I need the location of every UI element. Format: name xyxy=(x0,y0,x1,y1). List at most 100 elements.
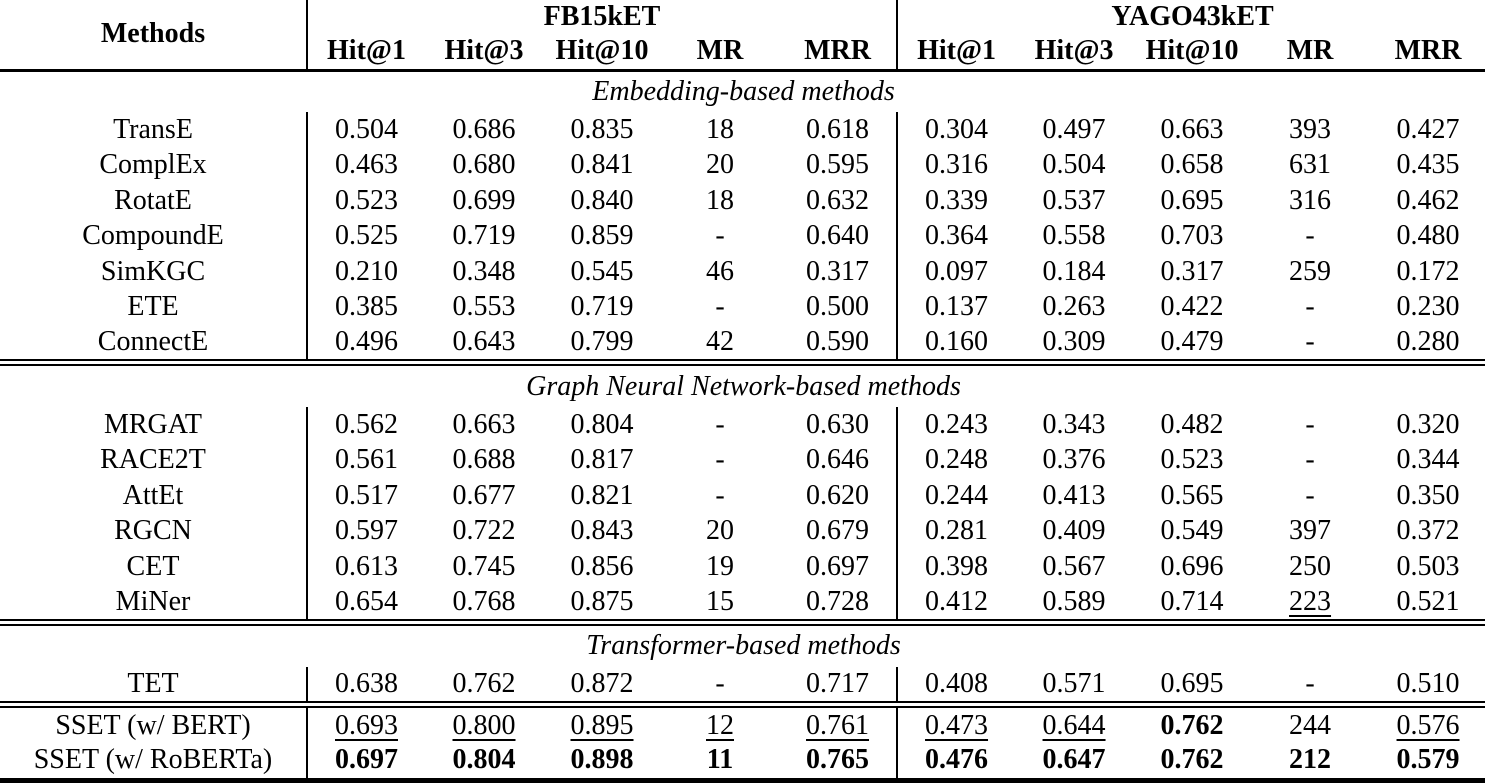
value-cell: 631 xyxy=(1289,149,1332,181)
section-title-row: Transformer-based methods xyxy=(0,618,1485,667)
value-cell: 0.658 xyxy=(1160,149,1224,181)
value-cell: 0.422 xyxy=(1160,291,1224,322)
column-header-fb-hit10: Hit@10 xyxy=(543,34,661,72)
value-cell: 0.462 xyxy=(1396,184,1460,216)
value-cell: - xyxy=(1305,479,1315,511)
method-cell: SSET (w/ BERT) xyxy=(0,701,307,743)
table-row: SimKGC 0.210 0.348 0.545 46 0.317 0.097 0.184 0.… xyxy=(0,253,1485,290)
value-cell: 0.545 xyxy=(570,255,634,287)
value-cell: 0.385 xyxy=(306,289,425,325)
value-cell: 223 xyxy=(1289,585,1332,617)
value-cell: 0.859 xyxy=(570,220,634,252)
value-cell: 0.728 xyxy=(806,585,870,617)
value-cell: 0.409 xyxy=(1042,515,1106,547)
value-cell: 0.476 xyxy=(896,742,1016,783)
method-cell: CET xyxy=(126,550,180,582)
value-cell: 0.800 xyxy=(425,701,543,743)
value-cell: 0.263 xyxy=(1042,291,1106,322)
value-cell: 0.304 xyxy=(896,112,1016,148)
value-cell: 15 xyxy=(706,585,734,617)
table-row: ConnectE 0.496 0.643 0.799 42 0.590 0.160 0.309… xyxy=(0,324,1485,363)
value-cell: 0.316 xyxy=(896,147,1016,184)
value-cell: 0.872 xyxy=(570,668,634,700)
value-cell: 0.856 xyxy=(570,550,634,582)
value-cell: 0.537 xyxy=(1042,184,1106,216)
value-cell: 0.898 xyxy=(543,742,661,783)
value-cell: 12 xyxy=(661,701,779,743)
value-cell: 0.413 xyxy=(1042,479,1106,511)
value-cell: 212 xyxy=(1251,742,1370,783)
table-row: ComplEx 0.463 0.680 0.841 20 0.595 0.316 0.504 0… xyxy=(0,147,1485,184)
value-cell: 0.768 xyxy=(452,585,516,617)
column-header-fb-hit1: Hit@1 xyxy=(306,34,425,72)
value-cell: 0.895 xyxy=(543,701,661,743)
value-cell: 0.309 xyxy=(1042,325,1106,357)
table-row: RotatE 0.523 0.699 0.840 18 0.632 0.339 0.537 0.… xyxy=(0,183,1485,219)
value-cell: 18 xyxy=(706,114,734,146)
value-cell: 0.230 xyxy=(1396,291,1460,322)
value-cell: 0.408 xyxy=(896,666,1016,705)
value-cell: 0.688 xyxy=(452,444,516,476)
value-cell: 0.510 xyxy=(1396,668,1460,700)
table-row: MiNer 0.654 0.768 0.875 15 0.728 0.412 0.589 0.7… xyxy=(0,584,1485,623)
method-cell: SSET (w/ RoBERTa) xyxy=(0,742,307,783)
value-cell: 0.835 xyxy=(570,114,634,146)
section-title: Graph Neural Network-based methods xyxy=(0,359,1485,408)
value-cell: - xyxy=(1305,408,1315,440)
table-row: CompoundE 0.525 0.719 0.859 - 0.640 0.364 0.558… xyxy=(0,218,1485,254)
group-header-fb15ket: FB15kET xyxy=(305,0,898,34)
value-cell: 42 xyxy=(706,325,734,357)
value-cell: 0.697 xyxy=(806,550,870,582)
table-row: CET 0.613 0.745 0.856 19 0.697 0.398 0.567 0.696… xyxy=(0,548,1485,585)
method-cell: TransE xyxy=(113,114,193,146)
value-cell: - xyxy=(715,444,725,476)
value-cell: 0.590 xyxy=(806,325,870,357)
value-cell: 0.500 xyxy=(806,291,870,322)
value-cell: 0.504 xyxy=(1042,149,1106,181)
value-cell: 0.745 xyxy=(452,550,516,582)
value-cell: - xyxy=(1305,325,1315,357)
value-cell: 0.632 xyxy=(806,184,870,216)
value-cell: 316 xyxy=(1289,184,1332,216)
value-cell: 0.697 xyxy=(306,742,425,783)
value-cell: 0.647 xyxy=(1015,742,1134,783)
value-cell: - xyxy=(715,479,725,511)
value-cell: 0.244 xyxy=(896,478,1016,514)
value-cell: 0.496 xyxy=(306,324,425,363)
table-row: TransE 0.504 0.686 0.835 18 0.618 0.304 0.497 0.… xyxy=(0,112,1485,148)
value-cell: 0.761 xyxy=(779,701,898,743)
column-header-fb-mrr: MRR xyxy=(779,34,898,72)
value-cell: 46 xyxy=(706,255,734,287)
column-header-fb-mr: MR xyxy=(661,34,779,72)
value-cell: 0.343 xyxy=(1042,408,1106,440)
value-cell: 244 xyxy=(1251,701,1370,743)
method-cell: MiNer xyxy=(115,585,191,617)
value-cell: 0.719 xyxy=(452,220,516,252)
method-cell: CompoundE xyxy=(82,220,224,252)
column-header-fb-hit3: Hit@3 xyxy=(425,34,543,72)
value-cell: 0.695 xyxy=(1160,184,1224,216)
value-cell: - xyxy=(1305,291,1315,322)
value-cell: 0.473 xyxy=(896,701,1016,743)
group-header-row: Methods FB15kET YAGO43kET xyxy=(0,0,1485,72)
method-cell: RACE2T xyxy=(100,444,206,476)
table-row: TET 0.638 0.762 0.872 - 0.717 0.408 0.571 0.695 -… xyxy=(0,666,1485,705)
table-header: Methods FB15kET YAGO43kET Hit@1 Hit@3 Hi… xyxy=(0,0,1485,72)
value-cell: 259 xyxy=(1289,255,1332,287)
value-cell: 0.804 xyxy=(570,408,634,440)
table-row: SSET (w/ RoBERTa) 0.697 0.804 0.898 11 0.765 0… xyxy=(0,742,1485,783)
value-cell: 0.643 xyxy=(452,325,516,357)
value-cell: - xyxy=(715,220,725,252)
value-cell: 0.699 xyxy=(452,184,516,216)
value-cell: 0.523 xyxy=(1160,444,1224,476)
value-cell: 0.281 xyxy=(896,513,1016,549)
value-cell: 0.841 xyxy=(570,149,634,181)
value-cell: 0.679 xyxy=(806,515,870,547)
value-cell: 0.479 xyxy=(1160,325,1224,357)
value-cell: 0.482 xyxy=(1160,408,1224,440)
value-cell: 0.398 xyxy=(896,548,1016,585)
value-cell: 0.693 xyxy=(306,701,425,743)
value-cell: 19 xyxy=(706,550,734,582)
value-cell: 0.663 xyxy=(452,408,516,440)
